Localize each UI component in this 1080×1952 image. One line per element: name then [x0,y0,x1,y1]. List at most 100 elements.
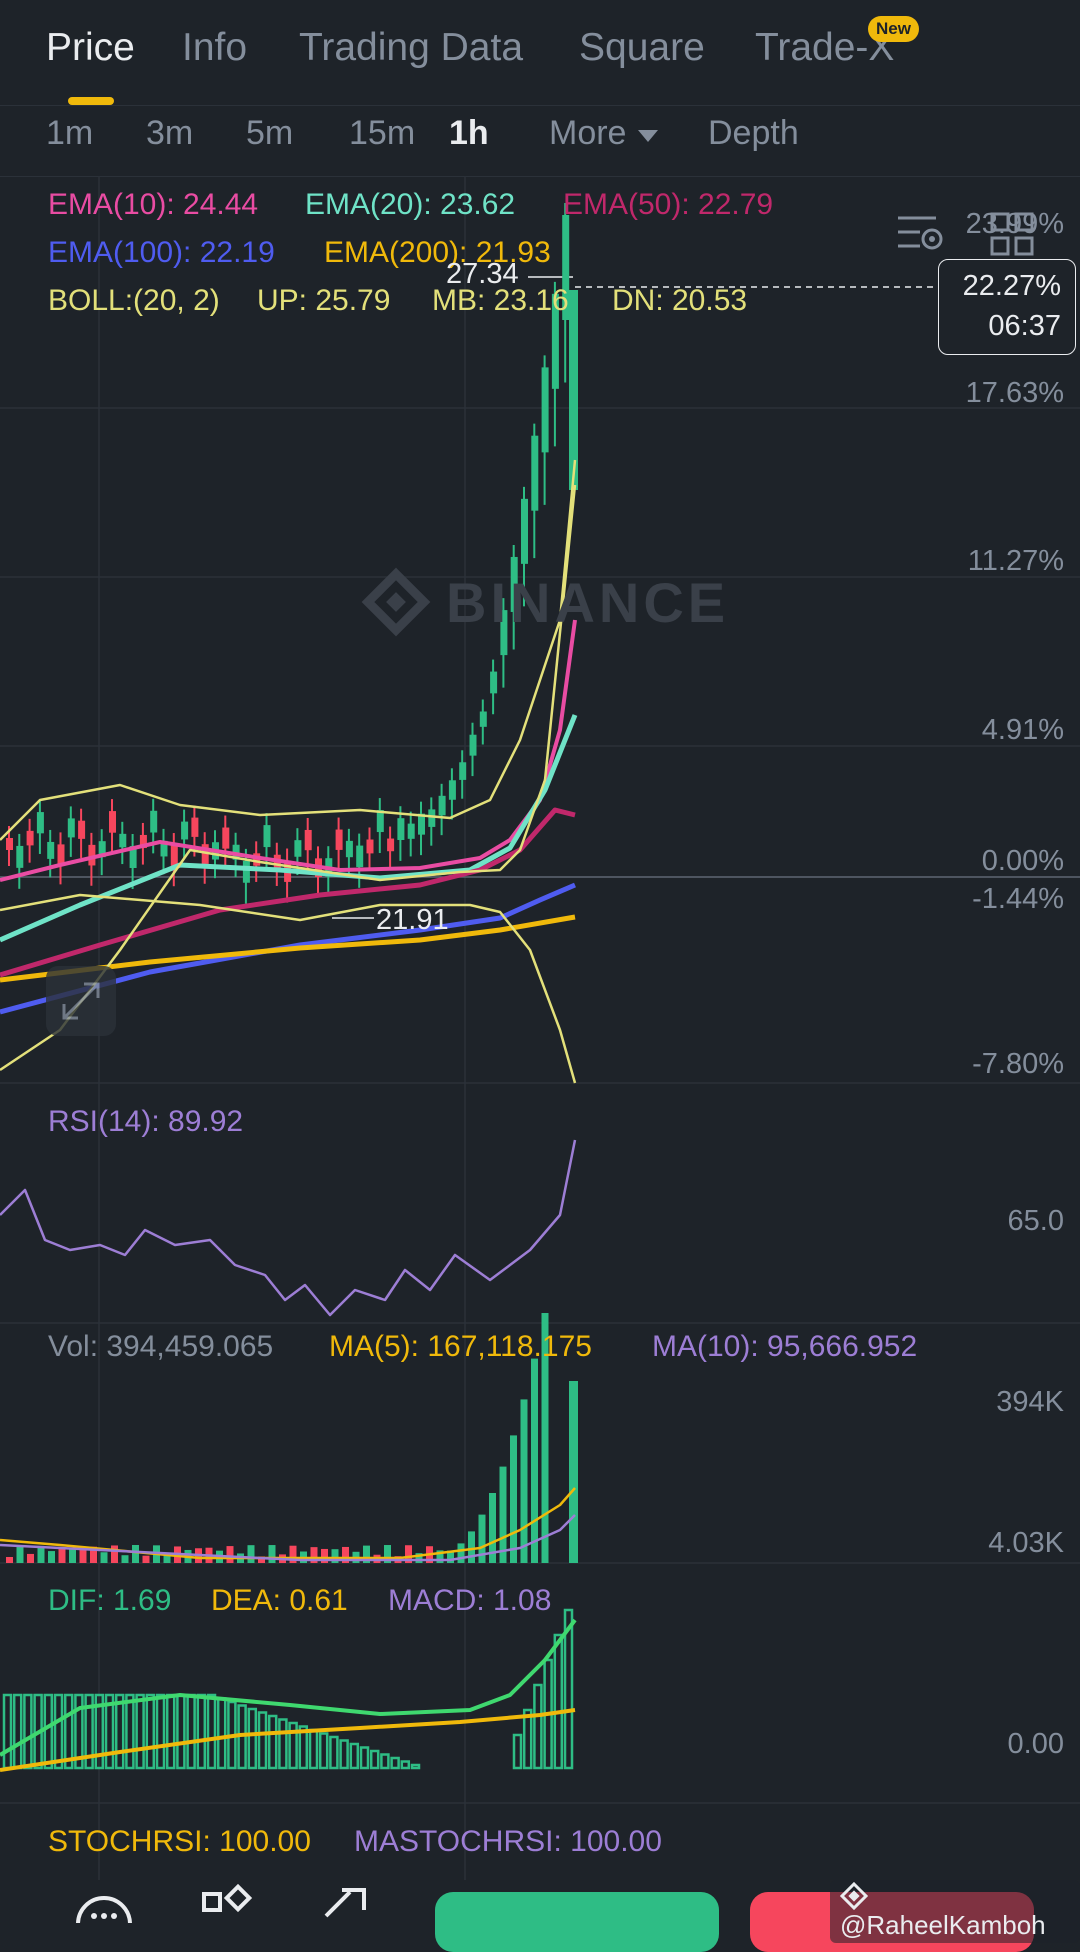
macd-bar [135,1693,145,1770]
volume-bar [16,1545,24,1563]
interval-15m[interactable]: 15m [349,114,416,152]
volume-ma10-line [0,1514,576,1562]
share-icon[interactable] [320,1880,380,1923]
volume-bar [132,1545,139,1563]
tab-price[interactable]: Price [46,26,135,69]
macd-bar [380,1753,390,1770]
grid-layout-icon[interactable] [990,212,1034,256]
ema10-line [0,619,577,882]
volume-bar [478,1514,486,1563]
volume-bar [27,1553,34,1563]
candle-body [459,762,467,780]
candle-body [129,845,137,868]
candle-body [418,813,425,835]
volume-bar [541,1313,549,1563]
tab-square[interactable]: Square [579,26,705,69]
candle-body [407,823,415,839]
candle-body [47,841,55,859]
macd-bar [43,1693,54,1770]
ema50-line [0,807,576,978]
current-price-box: 22.27% 06:37 [938,259,1076,355]
macd-bar [23,1693,33,1770]
macd-bar [84,1693,94,1770]
low-price-label: 21.91 [376,904,449,936]
macd-bar [308,1728,319,1770]
volume-bar [384,1545,391,1563]
rsi-label: RSI(14): 89.92 [48,1105,244,1138]
fullscreen-button[interactable] [46,966,116,1036]
macd-bar [390,1756,400,1770]
interval-3m[interactable]: 3m [146,114,194,152]
candle-body [294,840,302,857]
candle-body [222,827,230,849]
volume-bar [415,1553,423,1563]
candle-body [438,795,446,816]
volume-ma5: MA(5): 167,118.175 [329,1330,592,1363]
candle-body [57,844,65,865]
candle-body [551,293,559,389]
tab-trading-data[interactable]: Trading Data [299,26,524,69]
volume-bar [321,1548,328,1563]
macd-bar [522,1708,533,1770]
expand-icon [62,982,100,1020]
volume-bar [268,1545,276,1563]
candle-body [335,829,343,850]
candle-body [490,671,498,694]
binance-small-icon [840,1882,868,1910]
price-axis-label: -7.80% [972,1048,1064,1080]
volume-ma10: MA(10): 95,666.952 [652,1330,918,1363]
candle-body [36,812,44,834]
macd-bar [400,1760,411,1770]
candle-body [428,809,436,827]
ema20-line [0,714,578,943]
candle-body [479,711,487,727]
candle-body [201,844,209,864]
volume-ma5-line [0,1487,576,1560]
tab-info[interactable]: Info [182,26,248,69]
volume-bar [342,1546,349,1563]
top-tab-bar: Price Info Trading Data Square Trade-X N… [0,0,1080,106]
boll-dn: DN: 20.53 [612,284,748,317]
macd-dif-line [0,1618,577,1757]
candle-body [78,820,86,839]
volume-bar [436,1550,444,1563]
volume-bar [363,1545,370,1563]
macd-bar [145,1693,156,1770]
macd-bar [186,1693,196,1770]
candle-body [304,829,312,851]
macd-bar [53,1693,64,1770]
interval-1m[interactable]: 1m [46,114,94,152]
price-axis-label: 17.63% [965,377,1064,409]
volume-bar [468,1531,475,1563]
more-dropdown[interactable]: More [549,114,660,153]
volume-bar [331,1549,339,1563]
candle-body [98,841,106,858]
interval-1h[interactable]: 1h [449,114,489,152]
macd-bar [563,1608,574,1770]
widgets-icon[interactable] [200,1880,260,1923]
candle-body [345,840,353,858]
candle-body [16,845,24,868]
indicator-settings-icon[interactable] [896,212,944,256]
volume-bar [499,1466,507,1563]
candle-body [521,498,528,564]
volume-bar [142,1555,150,1563]
credit-watermark: @RaheelKamboh [830,1880,1080,1943]
more-options-icon[interactable] [76,1880,166,1923]
ema100-line [0,882,576,1015]
depth-button[interactable]: Depth [708,114,799,152]
price-axis-label: 11.27% [967,545,1064,577]
ema100-value: EMA(100): 22.19 [48,236,275,269]
caret-down-icon [637,130,658,142]
price-axis-label: -1.44% [972,883,1064,915]
volume-axis-top: 394K [996,1386,1064,1418]
price-axis-label: 0.00% [981,845,1064,877]
candle-body [67,818,75,838]
macd-value: MACD: 1.08 [388,1584,552,1617]
high-price-label: 27.34 [446,258,519,290]
latest-candle [569,290,578,490]
interval-5m[interactable]: 5m [246,114,294,152]
boll-label: BOLL:(20, 2) [48,284,220,317]
buy-button[interactable] [435,1892,719,1952]
